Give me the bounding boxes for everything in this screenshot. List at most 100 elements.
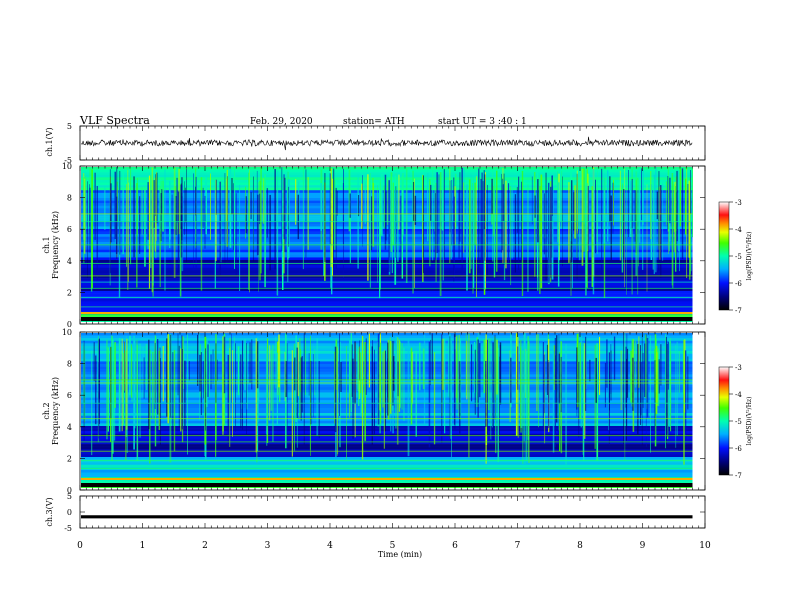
spectrogram-dark-streak [172,352,174,446]
spectrogram-streak [515,333,518,436]
spectrogram-dark-streak [288,186,289,247]
spectrogram-tone-line [81,221,693,223]
spectrogram-band [81,210,693,214]
spectrogram-dark-streak [665,336,667,449]
spectrogram-dark-streak [571,180,573,262]
spectrogram-streak [488,338,490,411]
spectrogram-dark-streak [180,184,182,230]
spectrogram-band [81,462,693,466]
spectrogram-tone-line [81,287,693,289]
spectrogram-streak [490,338,492,440]
spectrogram-streak [581,168,584,266]
spectrogram-streak [448,340,450,397]
spectrogram-band [81,262,693,266]
spectrogram-streak [360,352,362,394]
spectrogram-streak [361,183,363,229]
spectrogram-streak [524,344,526,465]
spectrogram-streak [485,172,486,290]
spectrogram-streak [597,170,598,254]
spectrogram-dark-streak [449,336,451,439]
spectrogram-streak [114,342,116,408]
spectrogram-dark-streak [483,170,485,230]
spectrogram-band [81,379,693,383]
spectrogram-streak [377,185,378,283]
spectrogram-dark-streak [251,339,253,390]
spectrogram-dark-streak [139,196,141,254]
spectrogram-dark-streak [160,193,162,242]
spectrogram-streak [534,172,536,277]
spectrogram-streak [675,186,677,272]
spectrogram-streak [127,170,129,290]
spectrogram-streak [258,350,260,402]
spectrogram-dark-streak [430,184,432,221]
spectrogram-dark-streak [245,196,247,234]
spectrogram-streak [206,338,208,408]
spectrogram-band [81,469,693,473]
spectrogram-dark-streak [546,344,548,395]
spectrogram-dark-streak [333,168,335,268]
spectrogram-streak [652,177,654,270]
colorbar-tick-label: -4 [735,226,742,234]
spectrogram-streak [673,184,675,233]
spectrogram-dark-streak [502,184,504,221]
x-tick-label: 1 [140,541,146,551]
spectrogram-streak [210,173,211,240]
spectrogram-dark-streak [148,339,150,429]
spectrogram-streak [245,186,246,239]
spectrogram-streak [260,167,262,274]
spectrogram-streak [142,346,144,398]
colorbar-tick-label: -7 [735,307,742,315]
spectrogram-band [81,221,693,225]
spectrogram-dark-streak [428,341,431,448]
spectrogram-dark-streak [147,182,149,240]
spectrogram-streak [364,181,366,225]
spectrogram-streak [107,347,109,432]
spectrogram-band [81,234,693,238]
spectrogram-dark-streak [197,334,199,386]
spectrogram-streak [603,173,606,244]
spectrogram-streak [237,346,240,396]
spectrogram-dark-streak [646,337,649,418]
spectrogram-dark-streak [628,170,629,238]
colorbar-ch1-label: log(PSD)(V²/Hz) [746,232,753,281]
spectrogram-dark-streak [610,350,612,401]
spectrogram-dark-streak [175,196,177,235]
spectrogram-band [81,459,693,463]
spectrogram-streak [401,343,403,410]
spectrogram-dark-streak [256,170,258,257]
spectrogram-streak [229,169,232,248]
spectrogram-streak [111,335,113,461]
spectrogram-streak [433,352,436,445]
spectrogram-dark-streak [177,333,179,396]
spectrogram-dark-streak [438,174,440,278]
spectrogram-band [81,451,693,455]
spectrogram-dark-streak [534,195,536,218]
spectrogram-dark-streak [286,343,288,449]
spectrogram-dark-streak [687,184,689,272]
spectrogram-dark-streak [441,334,443,444]
spectrogram-streak [422,174,424,283]
spectrogram-streak [594,344,596,449]
spectrogram-streak [613,180,614,226]
spectrogram-streak [578,181,580,228]
spectrogram-dark-streak [259,193,261,224]
spectrogram-dark-streak [215,179,217,215]
spectrogram-band [81,172,693,176]
spectrogram-streak [539,186,541,294]
spectrogram-streak [580,335,582,428]
x-tick-label: 10 [699,541,711,551]
spectrogram-dark-streak [339,333,340,416]
spectrogram-streak [654,334,657,447]
spectrogram-streak [361,335,364,460]
spectrogram-tone-line [81,297,693,298]
spectrogram-streak [432,170,434,261]
spectrogram-streak [297,342,299,397]
spectrogram-dark-streak [89,187,91,253]
spectrogram-streak [255,338,257,453]
spectrogram-streak [474,182,476,245]
spectrogram-streak [276,352,278,425]
y-tick-label: 0 [67,486,72,495]
spectrogram-dark-streak [623,189,625,260]
spectrogram-streak [688,180,690,258]
spectrogram-streak [390,172,393,252]
